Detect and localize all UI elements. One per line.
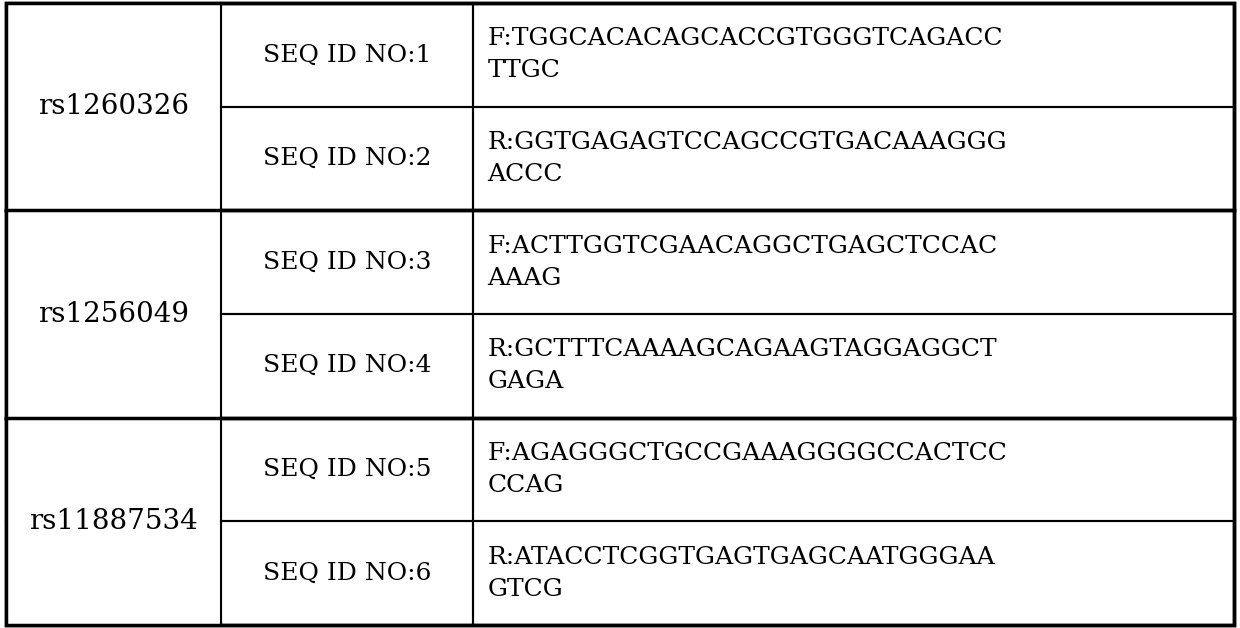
- Text: rs1260326: rs1260326: [38, 94, 190, 120]
- Bar: [7, 418, 219, 624]
- Text: rs1256049: rs1256049: [38, 301, 190, 327]
- Bar: [7, 4, 219, 210]
- Text: rs11887534: rs11887534: [30, 508, 198, 534]
- Text: F:AGAGGGCTGCCGAAAGGGGCCACTCC
CCAG: F:AGAGGGCTGCCGAAAGGGGCCACTCC CCAG: [487, 442, 1007, 497]
- Text: F:TGGCACACAGCACCGTGGGTCAGACC
TTGC: F:TGGCACACAGCACCGTGGGTCAGACC TTGC: [487, 28, 1003, 82]
- Text: R:GGTGAGAGTCCAGCCGTGACAAAGGG
ACCC: R:GGTGAGAGTCCAGCCGTGACAAAGGG ACCC: [487, 131, 1007, 186]
- Text: SEQ ID NO:6: SEQ ID NO:6: [263, 561, 432, 585]
- Text: R:ATACCTCGGTGAGTGAGCAATGGGAA
GTCG: R:ATACCTCGGTGAGTGAGCAATGGGAA GTCG: [487, 546, 996, 600]
- Text: SEQ ID NO:5: SEQ ID NO:5: [263, 458, 432, 481]
- Text: SEQ ID NO:1: SEQ ID NO:1: [263, 43, 432, 67]
- Bar: [7, 211, 219, 417]
- Text: R:GCTTTCAAAAGCAGAAGTAGGAGGCT
GAGA: R:GCTTTCAAAAGCAGAAGTAGGAGGCT GAGA: [487, 338, 997, 393]
- Text: SEQ ID NO:4: SEQ ID NO:4: [263, 354, 432, 377]
- Text: SEQ ID NO:2: SEQ ID NO:2: [263, 147, 432, 170]
- Text: F:ACTTGGTCGAACAGGCTGAGCTCCAC
AAAG: F:ACTTGGTCGAACAGGCTGAGCTCCAC AAAG: [487, 235, 998, 290]
- Text: SEQ ID NO:3: SEQ ID NO:3: [263, 251, 432, 274]
